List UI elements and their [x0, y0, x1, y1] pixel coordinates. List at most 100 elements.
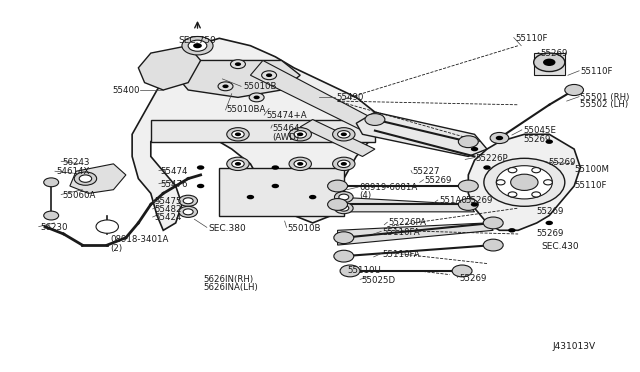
- Circle shape: [508, 192, 517, 197]
- Circle shape: [223, 84, 228, 88]
- Circle shape: [458, 199, 478, 211]
- Circle shape: [271, 165, 279, 170]
- Circle shape: [289, 128, 312, 141]
- Text: 55490: 55490: [337, 93, 364, 102]
- Text: 56243: 56243: [63, 157, 90, 167]
- Text: 55269: 55269: [465, 196, 493, 205]
- Text: 55501 (RH): 55501 (RH): [580, 93, 630, 102]
- Text: 55110F: 55110F: [515, 34, 547, 43]
- Text: 551A0: 551A0: [439, 196, 467, 205]
- Circle shape: [289, 157, 312, 170]
- Circle shape: [227, 128, 249, 141]
- Text: 55476: 55476: [160, 180, 188, 189]
- Circle shape: [262, 71, 276, 80]
- Text: 55464: 55464: [272, 124, 300, 133]
- Polygon shape: [132, 38, 375, 230]
- Text: 55226PA: 55226PA: [388, 218, 427, 227]
- Circle shape: [497, 166, 552, 199]
- Circle shape: [483, 217, 503, 229]
- Circle shape: [197, 184, 204, 188]
- Text: (AWD): (AWD): [272, 133, 300, 142]
- Text: SEC.380: SEC.380: [208, 224, 246, 233]
- Circle shape: [179, 206, 198, 217]
- Text: 55100M: 55100M: [574, 165, 609, 174]
- Polygon shape: [356, 112, 487, 157]
- Text: SEC.430: SEC.430: [542, 243, 579, 251]
- Circle shape: [249, 93, 264, 102]
- Circle shape: [508, 167, 517, 173]
- Circle shape: [182, 36, 213, 55]
- Circle shape: [193, 43, 202, 48]
- Circle shape: [235, 132, 241, 136]
- Text: 55269: 55269: [425, 176, 452, 185]
- Text: 55474: 55474: [160, 167, 188, 176]
- Circle shape: [183, 209, 193, 215]
- Circle shape: [328, 180, 348, 192]
- Circle shape: [328, 199, 348, 211]
- Circle shape: [337, 160, 350, 167]
- Polygon shape: [138, 46, 200, 90]
- Circle shape: [333, 157, 355, 170]
- Polygon shape: [468, 134, 580, 230]
- Circle shape: [337, 131, 350, 138]
- Polygon shape: [337, 223, 493, 245]
- Circle shape: [490, 132, 509, 144]
- Text: 55482: 55482: [154, 205, 181, 214]
- Circle shape: [340, 132, 347, 136]
- Text: 55110FA: 55110FA: [383, 228, 420, 237]
- Circle shape: [340, 162, 347, 166]
- Text: 55110FA: 55110FA: [383, 250, 420, 259]
- Text: 54614X: 54614X: [56, 167, 90, 176]
- Circle shape: [44, 178, 59, 187]
- Circle shape: [188, 40, 207, 51]
- Circle shape: [511, 174, 538, 190]
- Circle shape: [534, 53, 565, 71]
- Circle shape: [532, 167, 541, 173]
- Circle shape: [271, 184, 279, 188]
- Circle shape: [484, 158, 565, 206]
- Text: 55474+A: 55474+A: [266, 111, 307, 121]
- Circle shape: [545, 221, 553, 225]
- Polygon shape: [220, 167, 344, 215]
- Polygon shape: [300, 119, 375, 157]
- Circle shape: [294, 131, 307, 138]
- Circle shape: [508, 228, 516, 232]
- Polygon shape: [250, 61, 375, 131]
- Circle shape: [339, 194, 349, 200]
- Polygon shape: [151, 119, 375, 142]
- Text: 56230: 56230: [40, 223, 67, 232]
- Text: 5626IN(RH): 5626IN(RH): [204, 275, 254, 283]
- Circle shape: [565, 84, 584, 96]
- Circle shape: [74, 172, 97, 185]
- Text: 55110U: 55110U: [347, 266, 381, 275]
- Text: 55060A: 55060A: [63, 191, 96, 200]
- Circle shape: [483, 165, 491, 170]
- Circle shape: [179, 195, 198, 206]
- Circle shape: [340, 265, 360, 277]
- Circle shape: [458, 136, 478, 148]
- Text: J431013V: J431013V: [553, 342, 596, 351]
- Circle shape: [335, 203, 353, 214]
- Text: 55110F: 55110F: [574, 182, 607, 190]
- Circle shape: [545, 140, 553, 144]
- Text: 55110F: 55110F: [580, 67, 613, 76]
- Text: (4): (4): [360, 191, 371, 200]
- Circle shape: [294, 160, 307, 167]
- Text: SEC.750: SEC.750: [179, 36, 216, 45]
- Circle shape: [253, 96, 260, 99]
- Circle shape: [497, 180, 505, 185]
- Text: 08919-6081A: 08919-6081A: [360, 183, 418, 192]
- Polygon shape: [176, 61, 300, 97]
- Circle shape: [246, 195, 254, 199]
- Circle shape: [232, 131, 244, 138]
- Text: 55010BA: 55010BA: [227, 105, 266, 115]
- Circle shape: [227, 157, 249, 170]
- Circle shape: [235, 62, 241, 66]
- Circle shape: [335, 192, 353, 203]
- Text: 55269: 55269: [537, 230, 564, 238]
- Circle shape: [483, 239, 503, 251]
- Circle shape: [183, 198, 193, 204]
- Text: 55475: 55475: [154, 197, 181, 206]
- Circle shape: [543, 59, 556, 66]
- Circle shape: [496, 136, 503, 140]
